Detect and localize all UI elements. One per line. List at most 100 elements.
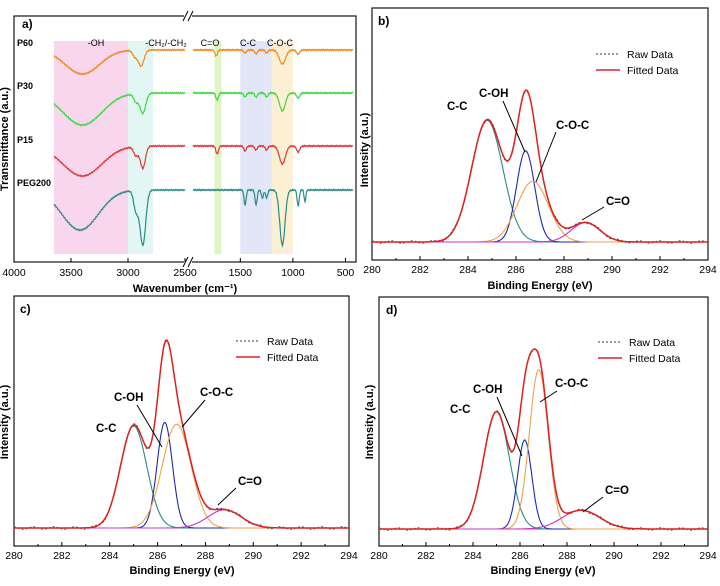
x-tick-label: 280 bbox=[5, 550, 23, 562]
fitted-data-line bbox=[379, 348, 708, 530]
series-label-peg200: PEG200 bbox=[17, 178, 51, 188]
component-c-c bbox=[379, 411, 708, 530]
x-tick-label: 280 bbox=[363, 264, 381, 276]
legend-b: Raw Data Fitted Data bbox=[596, 49, 679, 77]
legend-fit-label: Fitted Data bbox=[629, 353, 681, 365]
annot-arrow-coc-c bbox=[181, 399, 206, 428]
x-ticks-a: 4000 3500 3000 2500 1500 1000 500 bbox=[2, 258, 354, 279]
y-axis-label-c: Intensity (a.u.) bbox=[0, 384, 11, 459]
panel-d-xps: 280 282 284 286 288 290 292 294 d) Binding Ener… bbox=[364, 296, 717, 577]
annot-coh-b: C-OH bbox=[479, 88, 508, 100]
x-tick-label: 292 bbox=[292, 550, 310, 562]
raw-data-line bbox=[378, 348, 709, 531]
fitted-data-line bbox=[14, 339, 349, 529]
raw-data-line bbox=[13, 340, 350, 530]
x-tick-label: 292 bbox=[652, 550, 670, 562]
y-axis-label-a: Transmittance (a.u.) bbox=[0, 87, 11, 191]
annot-arrow-coh-d bbox=[496, 396, 523, 457]
annot-arrow-co-c bbox=[217, 487, 237, 506]
panel-label-c: c) bbox=[20, 302, 31, 316]
component-c-c bbox=[14, 425, 349, 529]
annot-arrow-coc-b bbox=[535, 131, 557, 183]
plot-frame-d bbox=[378, 296, 709, 547]
annotations-d: C-C C-OH C-O-C C=O bbox=[450, 378, 629, 513]
panel-a-ftir: 4000 3500 3000 2500 1500 1000 500 a) Wavenumbe… bbox=[0, 10, 357, 295]
component-c-oh bbox=[14, 422, 349, 529]
panel-label-d: d) bbox=[386, 303, 397, 317]
x-tick-label: 3500 bbox=[59, 267, 83, 279]
annot-coc-d: C-O-C bbox=[555, 378, 588, 390]
y-axis-label-d: Intensity (a.u.) bbox=[364, 384, 376, 459]
panel-label-a: a) bbox=[22, 17, 33, 31]
raw-data-line bbox=[371, 90, 709, 244]
x-tick-label: 1500 bbox=[229, 267, 253, 279]
series-label-p15: P15 bbox=[17, 135, 33, 145]
band-label: -OH bbox=[88, 38, 105, 48]
x-tick-label: 290 bbox=[603, 264, 621, 276]
x-tick-label: 292 bbox=[651, 264, 669, 276]
band--oh bbox=[53, 41, 128, 254]
band-labels: -OH -CH₂/-CH₂ C=O C-C C-O-C bbox=[88, 38, 294, 48]
x-tick-label: 4000 bbox=[2, 267, 26, 279]
component-c-o-c bbox=[14, 423, 349, 529]
x-tick-label: 286 bbox=[149, 550, 167, 562]
x-tick-label: 294 bbox=[699, 264, 717, 276]
x-axis-label-a: Wavenumber (cm⁻¹) bbox=[133, 283, 238, 295]
x-tick-label: 290 bbox=[245, 550, 263, 562]
x-tick-label: 294 bbox=[340, 550, 358, 562]
x-tick-label: 1000 bbox=[281, 267, 305, 279]
plot-frame-b bbox=[371, 7, 709, 261]
xps-curves-c bbox=[13, 339, 350, 530]
annot-arrow-coh-b bbox=[502, 100, 526, 153]
panel-c-xps: 280 282 284 286 288 290 292 294 c) Binding Ener… bbox=[0, 295, 358, 577]
component-c-c bbox=[372, 119, 708, 243]
annot-arrow-coh-c bbox=[136, 404, 163, 448]
y-axis-label-b: Intensity (a.u.) bbox=[359, 112, 371, 187]
xps-curves-b bbox=[371, 89, 709, 244]
x-tick-label: 286 bbox=[507, 264, 525, 276]
legend-raw-label: Raw Data bbox=[627, 49, 673, 61]
component-c-o-c bbox=[379, 368, 708, 530]
annot-coc-c: C-O-C bbox=[200, 387, 233, 399]
legend-fit-label: Fitted Data bbox=[267, 352, 319, 364]
panel-label-b: b) bbox=[378, 14, 389, 28]
component-c-o bbox=[372, 221, 708, 243]
band-c-c bbox=[240, 41, 272, 254]
annotations-c: C-C C-OH C-O-C C=O bbox=[96, 387, 262, 506]
axis-break-top bbox=[182, 10, 194, 22]
x-tick-label: 282 bbox=[411, 264, 429, 276]
annot-coc-b: C-O-C bbox=[556, 120, 589, 132]
x-axis-label-c: Binding Energy (eV) bbox=[129, 565, 234, 577]
x-tick-label: 500 bbox=[337, 267, 355, 279]
annot-cc-d: C-C bbox=[450, 404, 470, 416]
annot-arrow-co-d bbox=[582, 496, 604, 513]
x-ticks-d: 280 282 284 286 288 290 292 294 bbox=[370, 542, 717, 562]
annot-arrow-coc-d bbox=[539, 390, 558, 403]
annot-co-c: C=O bbox=[238, 476, 262, 488]
x-tick-label: 284 bbox=[459, 264, 477, 276]
x-tick-label: 290 bbox=[605, 550, 623, 562]
annotations-b: C-C C-OH C-O-C C=O bbox=[447, 88, 630, 221]
ftir-line-p60 bbox=[53, 48, 354, 76]
x-tick-label: 284 bbox=[101, 550, 119, 562]
ftir-line-peg200 bbox=[53, 188, 354, 248]
x-tick-label: 282 bbox=[53, 550, 71, 562]
component-c-oh bbox=[379, 439, 708, 530]
fitted-data-line bbox=[372, 89, 708, 243]
legend-c: Raw Data Fitted Data bbox=[236, 336, 319, 364]
ftir-line-p30 bbox=[53, 91, 354, 127]
annot-co-d: C=O bbox=[605, 485, 629, 497]
annot-arrow-co-b bbox=[581, 206, 605, 221]
x-tick-label: 3000 bbox=[116, 267, 140, 279]
band-label: C-O-C bbox=[267, 38, 293, 48]
x-ticks-c: 280 282 284 286 288 290 292 294 bbox=[5, 542, 358, 562]
x-tick-label: 2500 bbox=[173, 267, 197, 279]
band-label: C-C bbox=[240, 38, 256, 48]
x-tick-label: 288 bbox=[197, 550, 215, 562]
series-label-p30: P30 bbox=[17, 81, 33, 91]
annot-co-b: C=O bbox=[606, 196, 630, 208]
x-tick-label: 288 bbox=[558, 550, 576, 562]
legend-fit-label: Fitted Data bbox=[627, 65, 679, 77]
band-c-o bbox=[214, 41, 222, 254]
